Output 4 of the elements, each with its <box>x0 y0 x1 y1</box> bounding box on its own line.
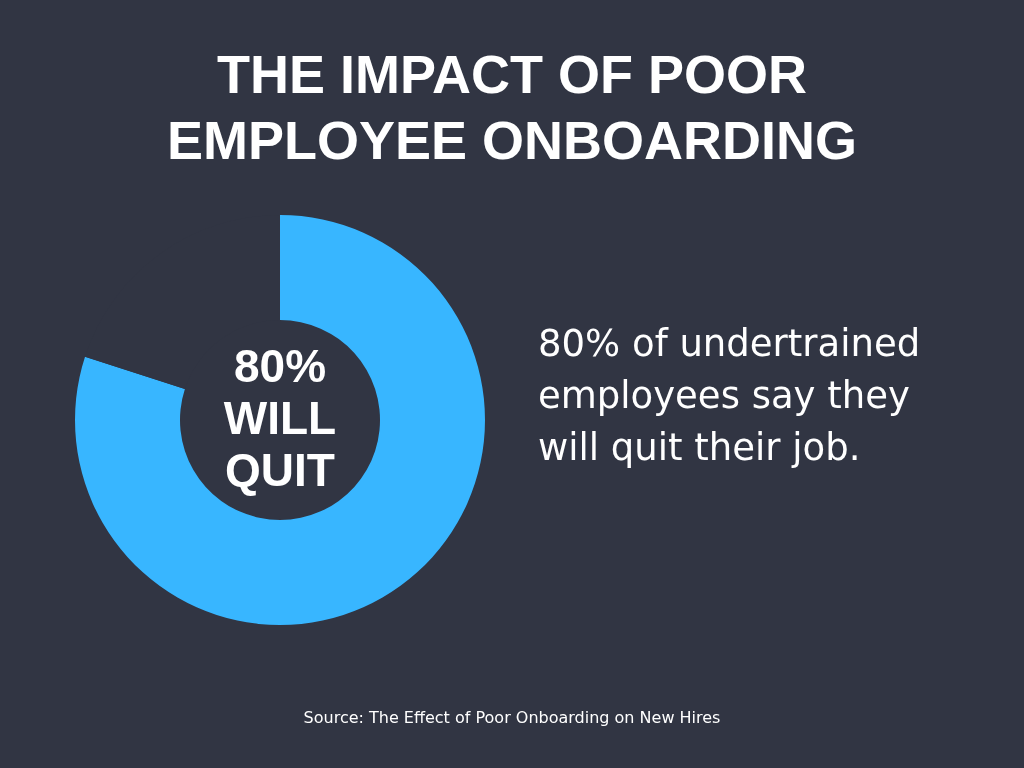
text: 80% of undertrained employees say they will quit their job. <box>538 322 921 469</box>
text: 80% WILL QUIT <box>223 340 337 496</box>
chart-title: THE IMPACT OF POOR EMPLOYEE ONBOARDING <box>166 44 858 170</box>
source-note: Source: The Effect of Poor Onboarding on New Hires <box>303 708 721 727</box>
